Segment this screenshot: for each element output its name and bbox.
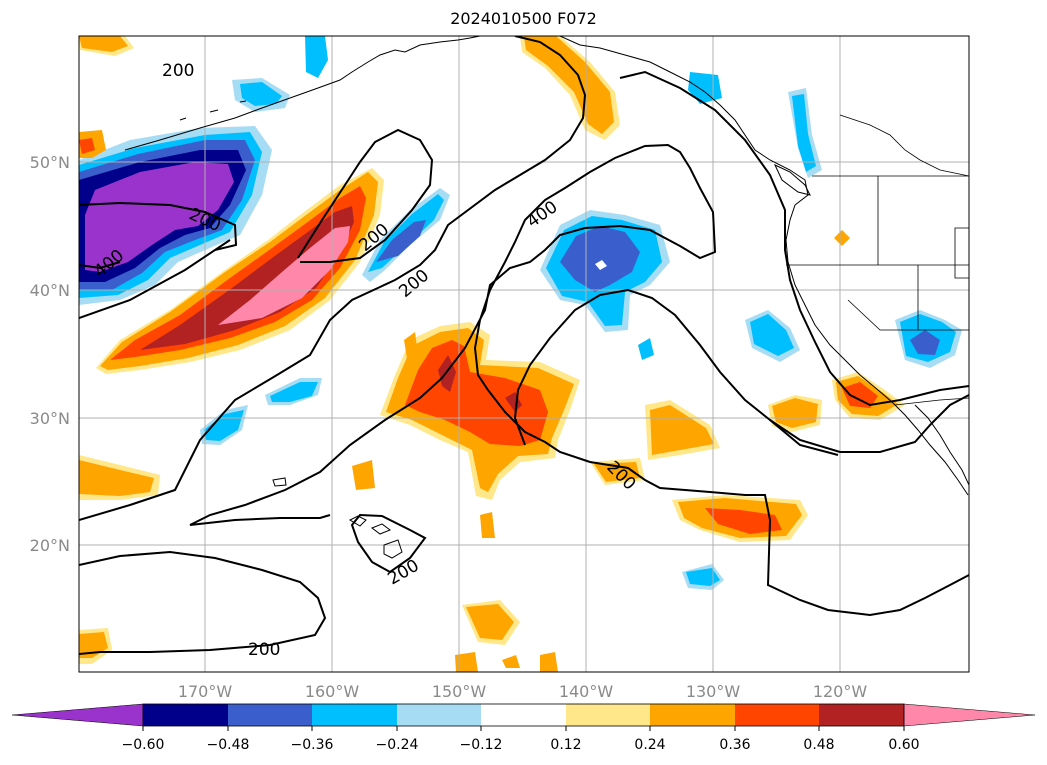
colorbar-swatch	[312, 704, 397, 726]
colorbar-tick-label: −0.60	[122, 737, 165, 753]
colorbar-swatch	[481, 704, 566, 726]
positive-anomaly-north	[520, 36, 620, 140]
colorbar-tick-label: −0.12	[460, 737, 503, 753]
colorbar-ticks	[142, 726, 905, 731]
colorbar-tick-label: −0.48	[207, 737, 250, 753]
contour-label: 200	[248, 640, 280, 660]
negative-anomaly-northwest	[79, 126, 272, 305]
longitude-labels: 170°W 160°W 150°W 140°W 130°W 120°W	[178, 682, 868, 701]
colorbar-tick-label: −0.24	[376, 737, 419, 753]
contour-lines	[79, 36, 969, 655]
lon-label: 130°W	[686, 682, 741, 701]
colorbar-swatch	[819, 704, 904, 726]
colorbar-swatch	[650, 704, 735, 726]
positive-anomaly-band	[96, 168, 384, 374]
map-title: 2024010500 F072	[450, 9, 597, 28]
colorbar-tick-label: −0.36	[291, 737, 334, 753]
latitude-labels: 50°N 40°N 30°N 20°N	[30, 153, 70, 555]
lon-label: 170°W	[178, 682, 233, 701]
map-plot-area	[79, 36, 969, 672]
colorbar-min-extension	[11, 703, 144, 727]
colorbar-swatch	[228, 704, 312, 726]
colorbar-labels: −0.60 −0.48 −0.36 −0.24 −0.12 0.12 0.24 …	[122, 737, 920, 753]
colorbar-tick-label: 0.36	[719, 737, 750, 753]
colorbar-tick-label: 0.48	[803, 737, 834, 753]
lat-label: 20°N	[30, 536, 70, 555]
colorbar-max-extension	[903, 703, 1036, 727]
colorbar-swatch	[735, 704, 819, 726]
lat-label: 30°N	[30, 409, 70, 428]
map-frame	[78, 35, 970, 673]
contour-label: 200	[162, 61, 194, 81]
colorbar-swatch	[566, 704, 650, 726]
lat-label: 50°N	[30, 153, 70, 172]
coastlines	[124, 36, 969, 559]
political-borders	[786, 114, 969, 406]
lat-label: 40°N	[30, 281, 70, 300]
colorbar: −0.60 −0.48 −0.36 −0.24 −0.12 0.12 0.24 …	[11, 703, 1036, 753]
lon-label: 120°W	[813, 682, 868, 701]
lon-label: 150°W	[432, 682, 487, 701]
lon-label: 140°W	[559, 682, 614, 701]
colorbar-swatch	[397, 704, 481, 726]
colorbar-swatch	[143, 704, 228, 726]
colorbar-frame	[142, 703, 905, 727]
colorbar-tick-label: 0.60	[888, 737, 919, 753]
colorbar-tick-label: 0.24	[634, 737, 665, 753]
negative-anomaly-central	[540, 210, 670, 332]
lon-label: 160°W	[305, 682, 360, 701]
lat-lon-grid	[79, 36, 969, 672]
colorbar-tick-label: 0.12	[550, 737, 581, 753]
